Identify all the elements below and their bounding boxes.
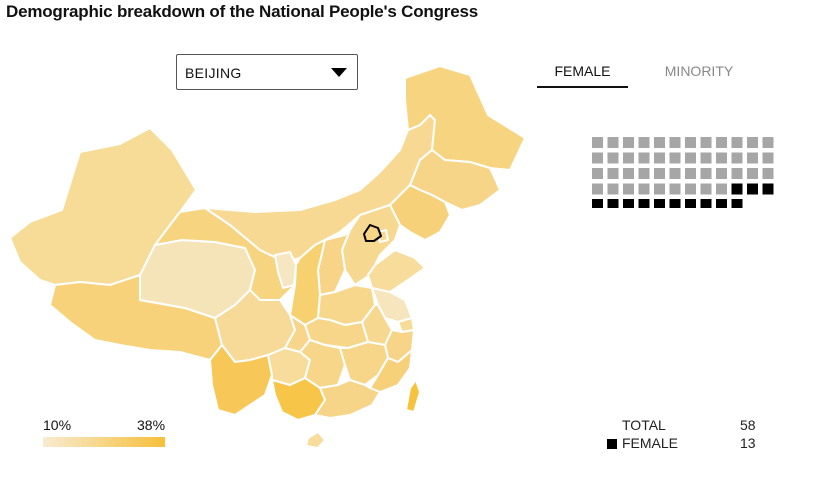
waffle-cell <box>654 168 665 179</box>
waffle-cell <box>623 137 634 148</box>
waffle-cell <box>607 137 619 148</box>
waffle-cell <box>592 137 603 148</box>
waffle-cell <box>762 168 774 179</box>
waffle-cell <box>592 152 603 164</box>
waffle-cell-female <box>623 199 634 208</box>
waffle-cell <box>731 137 743 148</box>
waffle-cell <box>638 152 650 164</box>
waffle-cell <box>685 137 696 148</box>
waffle-cell-female <box>731 183 743 195</box>
female-value: 13 <box>740 435 756 451</box>
legend-max-label: 38% <box>137 417 166 433</box>
region-liaoning[interactable] <box>389 184 451 241</box>
waffle-cell <box>700 152 712 164</box>
waffle-cell-female <box>716 199 727 208</box>
waffle-cell <box>762 152 774 164</box>
region-guangdong[interactable] <box>314 379 381 419</box>
waffle-cell <box>700 183 712 195</box>
waffle-cell <box>638 183 650 195</box>
waffle-cell-female <box>700 199 712 208</box>
waffle-cell-female <box>747 183 758 195</box>
legend-gradient <box>43 437 165 447</box>
waffle-cell <box>654 137 665 148</box>
chevron-down-icon[interactable] <box>331 68 347 77</box>
waffle-cell <box>669 168 681 179</box>
female-swatch <box>607 439 617 449</box>
waffle-cell <box>685 183 696 195</box>
waffle-cell <box>731 168 743 179</box>
total-label: TOTAL <box>622 417 666 433</box>
waffle-cell <box>607 183 619 195</box>
waffle-cell <box>716 168 727 179</box>
waffle-cell-female <box>607 199 619 208</box>
waffle-cell <box>607 152 619 164</box>
waffle-cell <box>685 168 696 179</box>
waffle-cell <box>731 152 743 164</box>
region-yunnan[interactable] <box>209 344 273 416</box>
waffle-cell-female <box>762 183 774 195</box>
waffle-cell <box>700 137 712 148</box>
waffle-cell <box>747 152 758 164</box>
waffle-cell <box>762 137 774 148</box>
waffle-cell-female <box>592 199 603 208</box>
waffle-cell-female <box>638 199 650 208</box>
waffle-cell <box>716 137 727 148</box>
page-title: Demographic breakdown of the National Pe… <box>6 2 478 21</box>
waffle-cell <box>669 183 681 195</box>
waffle-cell <box>716 183 727 195</box>
tab-minority[interactable]: MINORITY <box>664 63 734 79</box>
waffle-cell <box>669 152 681 164</box>
waffle-cell <box>592 168 603 179</box>
waffle-cell <box>654 152 665 164</box>
waffle-cell <box>623 183 634 195</box>
waffle-cell <box>700 168 712 179</box>
legend-min-label: 10% <box>43 417 72 433</box>
waffle-cell <box>607 168 619 179</box>
waffle-cell <box>654 183 665 195</box>
waffle-cell <box>747 168 758 179</box>
waffle-cell <box>685 152 696 164</box>
waffle-cell <box>716 152 727 164</box>
tab-female[interactable]: FEMALE <box>537 56 628 88</box>
waffle-cell <box>623 168 634 179</box>
total-value: 58 <box>740 417 756 433</box>
china-choropleth-map <box>9 65 526 449</box>
region-taiwan[interactable] <box>405 379 421 413</box>
waffle-cell-female <box>669 199 681 208</box>
waffle-cell <box>638 168 650 179</box>
waffle-chart <box>592 137 774 208</box>
region-shandong[interactable] <box>367 249 426 293</box>
waffle-cell-female <box>685 199 696 208</box>
waffle-cell-female <box>654 199 665 208</box>
waffle-cell-female <box>731 199 743 208</box>
dropdown-selected-value: BEIJING <box>185 65 242 81</box>
waffle-cell <box>638 137 650 148</box>
region-beijing[interactable] <box>363 224 382 242</box>
waffle-cell <box>623 152 634 164</box>
female-label: FEMALE <box>622 435 679 451</box>
waffle-cell <box>669 137 681 148</box>
region-hainan[interactable] <box>305 431 326 449</box>
waffle-cell <box>747 137 758 148</box>
waffle-cell <box>592 183 603 195</box>
province-dropdown[interactable]: BEIJING <box>176 54 358 90</box>
